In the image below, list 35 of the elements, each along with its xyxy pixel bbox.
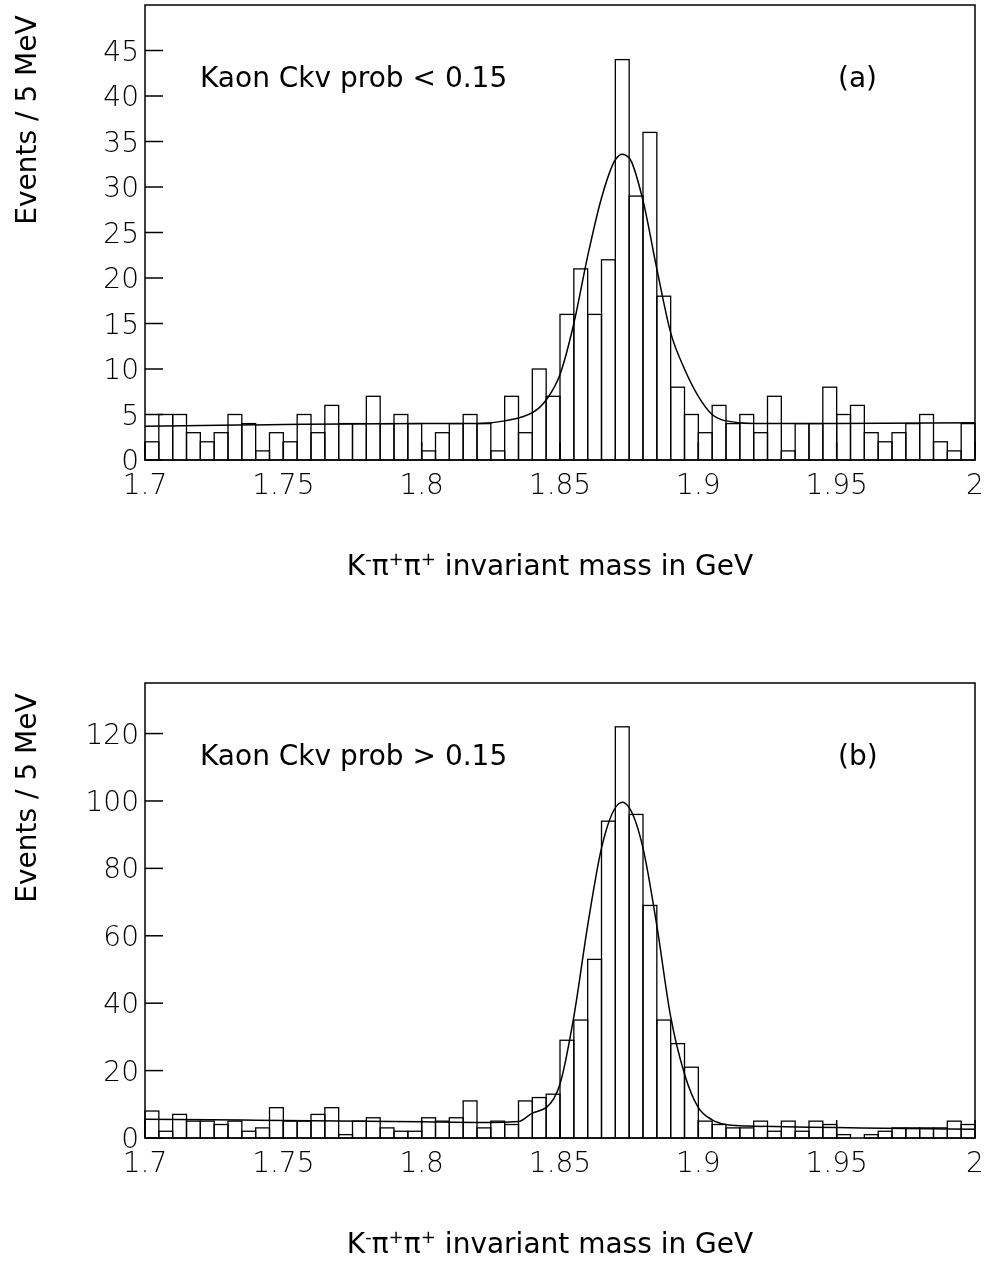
- x-axis-title: K$^{-}$π$^{+}$π$^{+}$ invariant mass in GeV: [346, 547, 754, 582]
- x-tick-label: 2: [966, 468, 984, 501]
- y-tick-label: 40: [103, 80, 139, 113]
- y-tick-label: 30: [103, 171, 139, 204]
- y-tick-label: 45: [103, 34, 139, 68]
- y-tick-label: 10: [103, 353, 139, 386]
- x-tick-label: 2: [966, 1146, 984, 1179]
- x-tick-label: 1.95: [805, 1146, 868, 1179]
- y-tick-label: 120: [85, 717, 139, 751]
- x-tick-label: 1.8: [399, 468, 444, 501]
- y-tick-label: 35: [103, 125, 139, 159]
- annotation: Kaon Ckv prob > 0.15: [200, 739, 508, 772]
- y-axis-title: Events / 5 MeV: [10, 15, 43, 225]
- y-axis-title: Events / 5 MeV: [10, 693, 43, 903]
- y-tick-label: 15: [103, 307, 139, 341]
- y-tick-label: 5: [121, 398, 139, 432]
- x-axis-title: K$^{-}$π$^{+}$π$^{+}$ invariant mass in GeV: [346, 1225, 754, 1260]
- y-tick-label: 60: [103, 919, 139, 953]
- x-tick-label: 1.85: [528, 1146, 592, 1179]
- x-tick-label: 1.8: [399, 1146, 444, 1179]
- annotation: Kaon Ckv prob < 0.15: [200, 61, 508, 94]
- x-tick-label: 1.9: [676, 468, 721, 501]
- x-tick-label: 1.75: [252, 468, 315, 501]
- x-tick-label: 1.75: [252, 1146, 315, 1179]
- y-tick-label: 20: [103, 262, 139, 295]
- y-tick-label: 100: [85, 784, 139, 818]
- x-tick-label: 1.9: [676, 1146, 721, 1179]
- y-tick-label: 40: [103, 987, 139, 1021]
- y-tick-label: 80: [103, 852, 139, 886]
- x-tick-label: 1.95: [805, 468, 868, 501]
- x-tick-label: 1.85: [528, 468, 592, 501]
- y-tick-label: 20: [103, 1054, 139, 1088]
- annotation: (a): [838, 61, 878, 94]
- y-tick-label: 25: [103, 216, 139, 250]
- annotation: (b): [838, 739, 878, 772]
